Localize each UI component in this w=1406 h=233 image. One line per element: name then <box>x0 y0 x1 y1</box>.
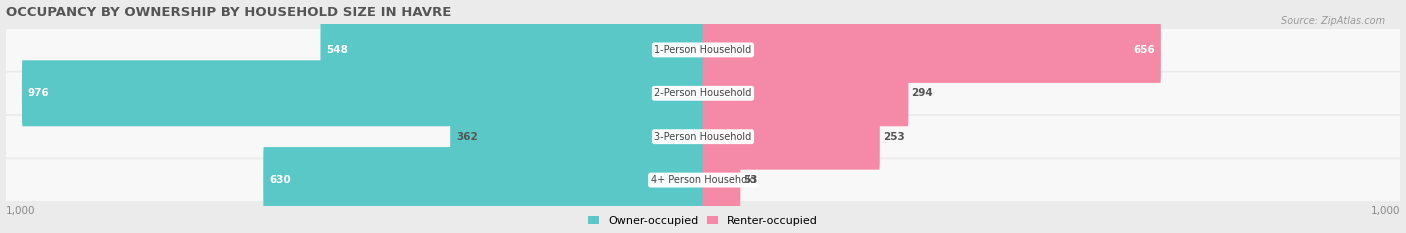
FancyBboxPatch shape <box>450 104 703 170</box>
FancyBboxPatch shape <box>703 104 880 170</box>
Text: 1-Person Household: 1-Person Household <box>654 45 752 55</box>
Text: 362: 362 <box>456 132 478 142</box>
Text: 976: 976 <box>28 88 49 98</box>
Text: 53: 53 <box>744 175 758 185</box>
Text: 1,000: 1,000 <box>6 206 35 216</box>
Text: 1,000: 1,000 <box>1371 206 1400 216</box>
Text: 548: 548 <box>326 45 349 55</box>
Text: 656: 656 <box>1133 45 1154 55</box>
Text: 2-Person Household: 2-Person Household <box>654 88 752 98</box>
FancyBboxPatch shape <box>6 72 1400 114</box>
Legend: Owner-occupied, Renter-occupied: Owner-occupied, Renter-occupied <box>586 213 820 228</box>
FancyBboxPatch shape <box>321 17 703 83</box>
FancyBboxPatch shape <box>703 147 741 213</box>
Text: Source: ZipAtlas.com: Source: ZipAtlas.com <box>1281 16 1385 26</box>
FancyBboxPatch shape <box>263 147 703 213</box>
FancyBboxPatch shape <box>22 60 703 126</box>
Text: OCCUPANCY BY OWNERSHIP BY HOUSEHOLD SIZE IN HAVRE: OCCUPANCY BY OWNERSHIP BY HOUSEHOLD SIZE… <box>6 6 451 19</box>
Text: 294: 294 <box>911 88 934 98</box>
Text: 630: 630 <box>269 175 291 185</box>
FancyBboxPatch shape <box>6 29 1400 71</box>
FancyBboxPatch shape <box>703 17 1161 83</box>
Text: 3-Person Household: 3-Person Household <box>654 132 752 142</box>
Text: 253: 253 <box>883 132 904 142</box>
FancyBboxPatch shape <box>703 60 908 126</box>
FancyBboxPatch shape <box>6 116 1400 158</box>
FancyBboxPatch shape <box>6 159 1400 201</box>
Text: 4+ Person Household: 4+ Person Household <box>651 175 755 185</box>
